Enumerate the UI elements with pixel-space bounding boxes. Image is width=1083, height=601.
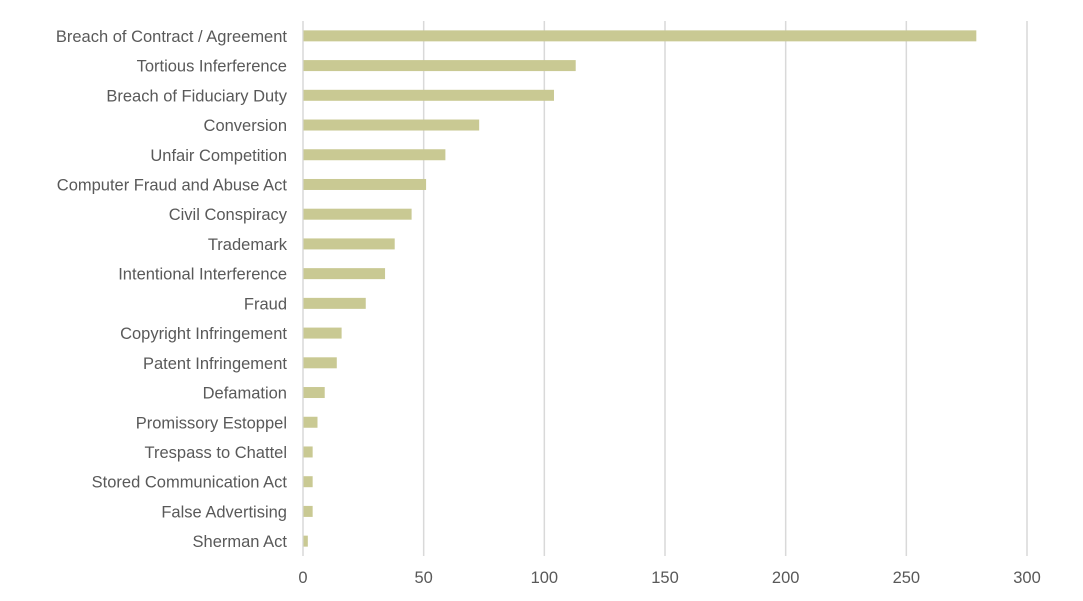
- gridlines: [302, 21, 1028, 556]
- bar-14: [303, 416, 318, 428]
- bar-18: [303, 535, 308, 547]
- bar-8: [303, 238, 395, 250]
- category-label-7: Civil Conspiracy: [169, 206, 288, 224]
- category-label-5: Unfair Competition: [150, 147, 287, 165]
- bar-7: [303, 208, 412, 220]
- bar-17: [303, 505, 313, 517]
- bar-5: [303, 149, 446, 161]
- bar-9: [303, 268, 386, 280]
- category-label-18: Sherman Act: [193, 533, 288, 551]
- bar-3: [303, 89, 554, 101]
- x-tick-label-300: 300: [1013, 569, 1041, 587]
- category-label-6: Computer Fraud and Abuse Act: [57, 176, 288, 194]
- x-tick-label-50: 50: [414, 569, 432, 587]
- bar-12: [303, 357, 337, 369]
- bar-4: [303, 119, 480, 131]
- bar-2: [303, 60, 576, 72]
- category-labels: Breach of Contract / Agreement Tortious I…: [56, 28, 288, 551]
- x-tick-label-0: 0: [298, 569, 307, 587]
- category-label-4: Conversion: [204, 117, 287, 135]
- category-label-10: Fraud: [244, 295, 287, 313]
- category-label-11: Copyright Infringement: [120, 325, 287, 343]
- category-label-15: Trespass to Chattel: [145, 444, 287, 462]
- bars: [303, 30, 977, 547]
- x-tick-label-200: 200: [772, 569, 800, 587]
- bar-11: [303, 327, 342, 339]
- bar-13: [303, 387, 325, 399]
- category-label-2: Tortious Inferference: [137, 58, 287, 76]
- category-label-17: False Advertising: [161, 503, 287, 521]
- category-label-16: Stored Communication Act: [92, 474, 288, 492]
- bar-16: [303, 476, 313, 488]
- x-tick-label-250: 250: [893, 569, 921, 587]
- category-label-9: Intentional Interference: [118, 266, 287, 284]
- bar-10: [303, 297, 366, 309]
- x-tick-label-100: 100: [531, 569, 559, 587]
- category-label-3: Breach of Fiduciary Duty: [106, 87, 287, 105]
- category-label-1: Breach of Contract / Agreement: [56, 28, 288, 46]
- category-label-12: Patent Infringement: [143, 355, 287, 373]
- x-tick-label-150: 150: [651, 569, 679, 587]
- bar-6: [303, 178, 427, 190]
- category-label-13: Defamation: [203, 385, 287, 403]
- x-axis-tick-labels: 0 50 100 150 200 250 300: [298, 569, 1040, 587]
- category-label-8: Trademark: [208, 236, 288, 254]
- category-label-14: Promissory Estoppel: [136, 414, 287, 432]
- bar-1: [303, 30, 977, 42]
- bar-15: [303, 446, 313, 458]
